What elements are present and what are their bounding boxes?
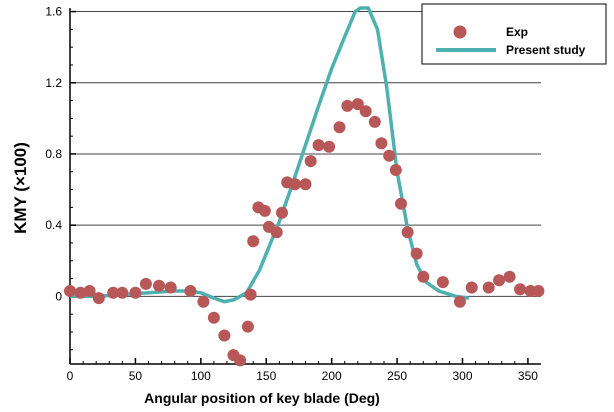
exp-data-point xyxy=(74,286,87,299)
exp-data-point xyxy=(258,204,271,217)
x-tick-label: 350 xyxy=(518,369,538,383)
exp-data-point xyxy=(395,197,407,210)
exp-data-point xyxy=(276,206,288,219)
exp-data-point xyxy=(465,281,478,294)
exp-data-point xyxy=(64,285,76,297)
y-tick-label: 1.6 xyxy=(45,5,62,19)
exp-data-point xyxy=(244,288,257,301)
legend-box xyxy=(421,3,607,65)
exp-data-point xyxy=(436,276,449,289)
exp-data-point xyxy=(323,140,336,153)
x-tick-label: 300 xyxy=(452,369,472,383)
exp-data-point xyxy=(312,139,325,152)
x-tick-label: 250 xyxy=(387,369,407,383)
exp-data-point xyxy=(532,285,545,297)
exp-data-point xyxy=(139,277,152,290)
exp-data-point xyxy=(482,281,495,294)
exp-data-point xyxy=(197,295,210,308)
x-tick-label: 150 xyxy=(256,369,276,383)
exp-data-point xyxy=(92,292,105,305)
series-line-present-study xyxy=(70,6,470,304)
exp-data-point xyxy=(247,235,260,248)
exp-data-point xyxy=(164,281,177,294)
legend-label-exp: Exp xyxy=(506,25,528,39)
x-tick-label: 200 xyxy=(322,369,342,383)
exp-data-point xyxy=(514,283,527,296)
exp-data-point xyxy=(333,121,346,134)
exp-data-point xyxy=(503,270,516,283)
exp-data-point xyxy=(241,320,254,333)
exp-data-point xyxy=(129,286,142,299)
exp-data-point xyxy=(299,178,312,191)
exp-data-point xyxy=(116,286,129,299)
exp-data-point xyxy=(153,279,165,292)
y-tick-label: 0.8 xyxy=(45,147,62,161)
exp-data-point xyxy=(359,105,372,118)
exp-data-point xyxy=(417,270,430,283)
x-tick-label: 50 xyxy=(129,369,143,383)
exp-data-point xyxy=(341,99,354,112)
exp-data-point xyxy=(375,137,388,150)
exp-data-point xyxy=(383,149,396,162)
exp-data-point xyxy=(184,285,197,297)
y-tick-label: 1.2 xyxy=(45,76,62,90)
exp-data-point xyxy=(304,155,317,168)
exp-data-point xyxy=(351,98,364,111)
x-tick-label: 100 xyxy=(191,369,211,383)
legend-label-present-study: Present study xyxy=(506,43,586,57)
exp-data-point xyxy=(493,274,506,287)
exp-data-point xyxy=(368,115,381,128)
exp-data-point xyxy=(389,164,402,176)
exp-data-point xyxy=(83,285,96,297)
exp-data-point xyxy=(289,178,301,191)
exp-data-point xyxy=(234,354,247,367)
exp-data-point xyxy=(401,226,414,239)
y-tick-label: 0 xyxy=(55,289,62,303)
legend-marker-exp xyxy=(453,25,467,39)
exp-data-point xyxy=(218,329,231,342)
exp-data-point xyxy=(453,295,466,308)
x-tick-label: 0 xyxy=(67,369,74,383)
exp-data-point xyxy=(207,311,220,324)
y-tick-label: 0.4 xyxy=(45,218,62,232)
exp-data-point xyxy=(107,286,120,299)
exp-data-point xyxy=(410,247,423,260)
plot-series xyxy=(64,6,545,367)
legend: Exp Present study xyxy=(421,3,607,65)
exp-data-point xyxy=(270,226,283,239)
x-axis-title: Angular position of key blade (Deg) xyxy=(144,390,380,406)
y-axis-title: KMY (×100) xyxy=(11,142,30,234)
